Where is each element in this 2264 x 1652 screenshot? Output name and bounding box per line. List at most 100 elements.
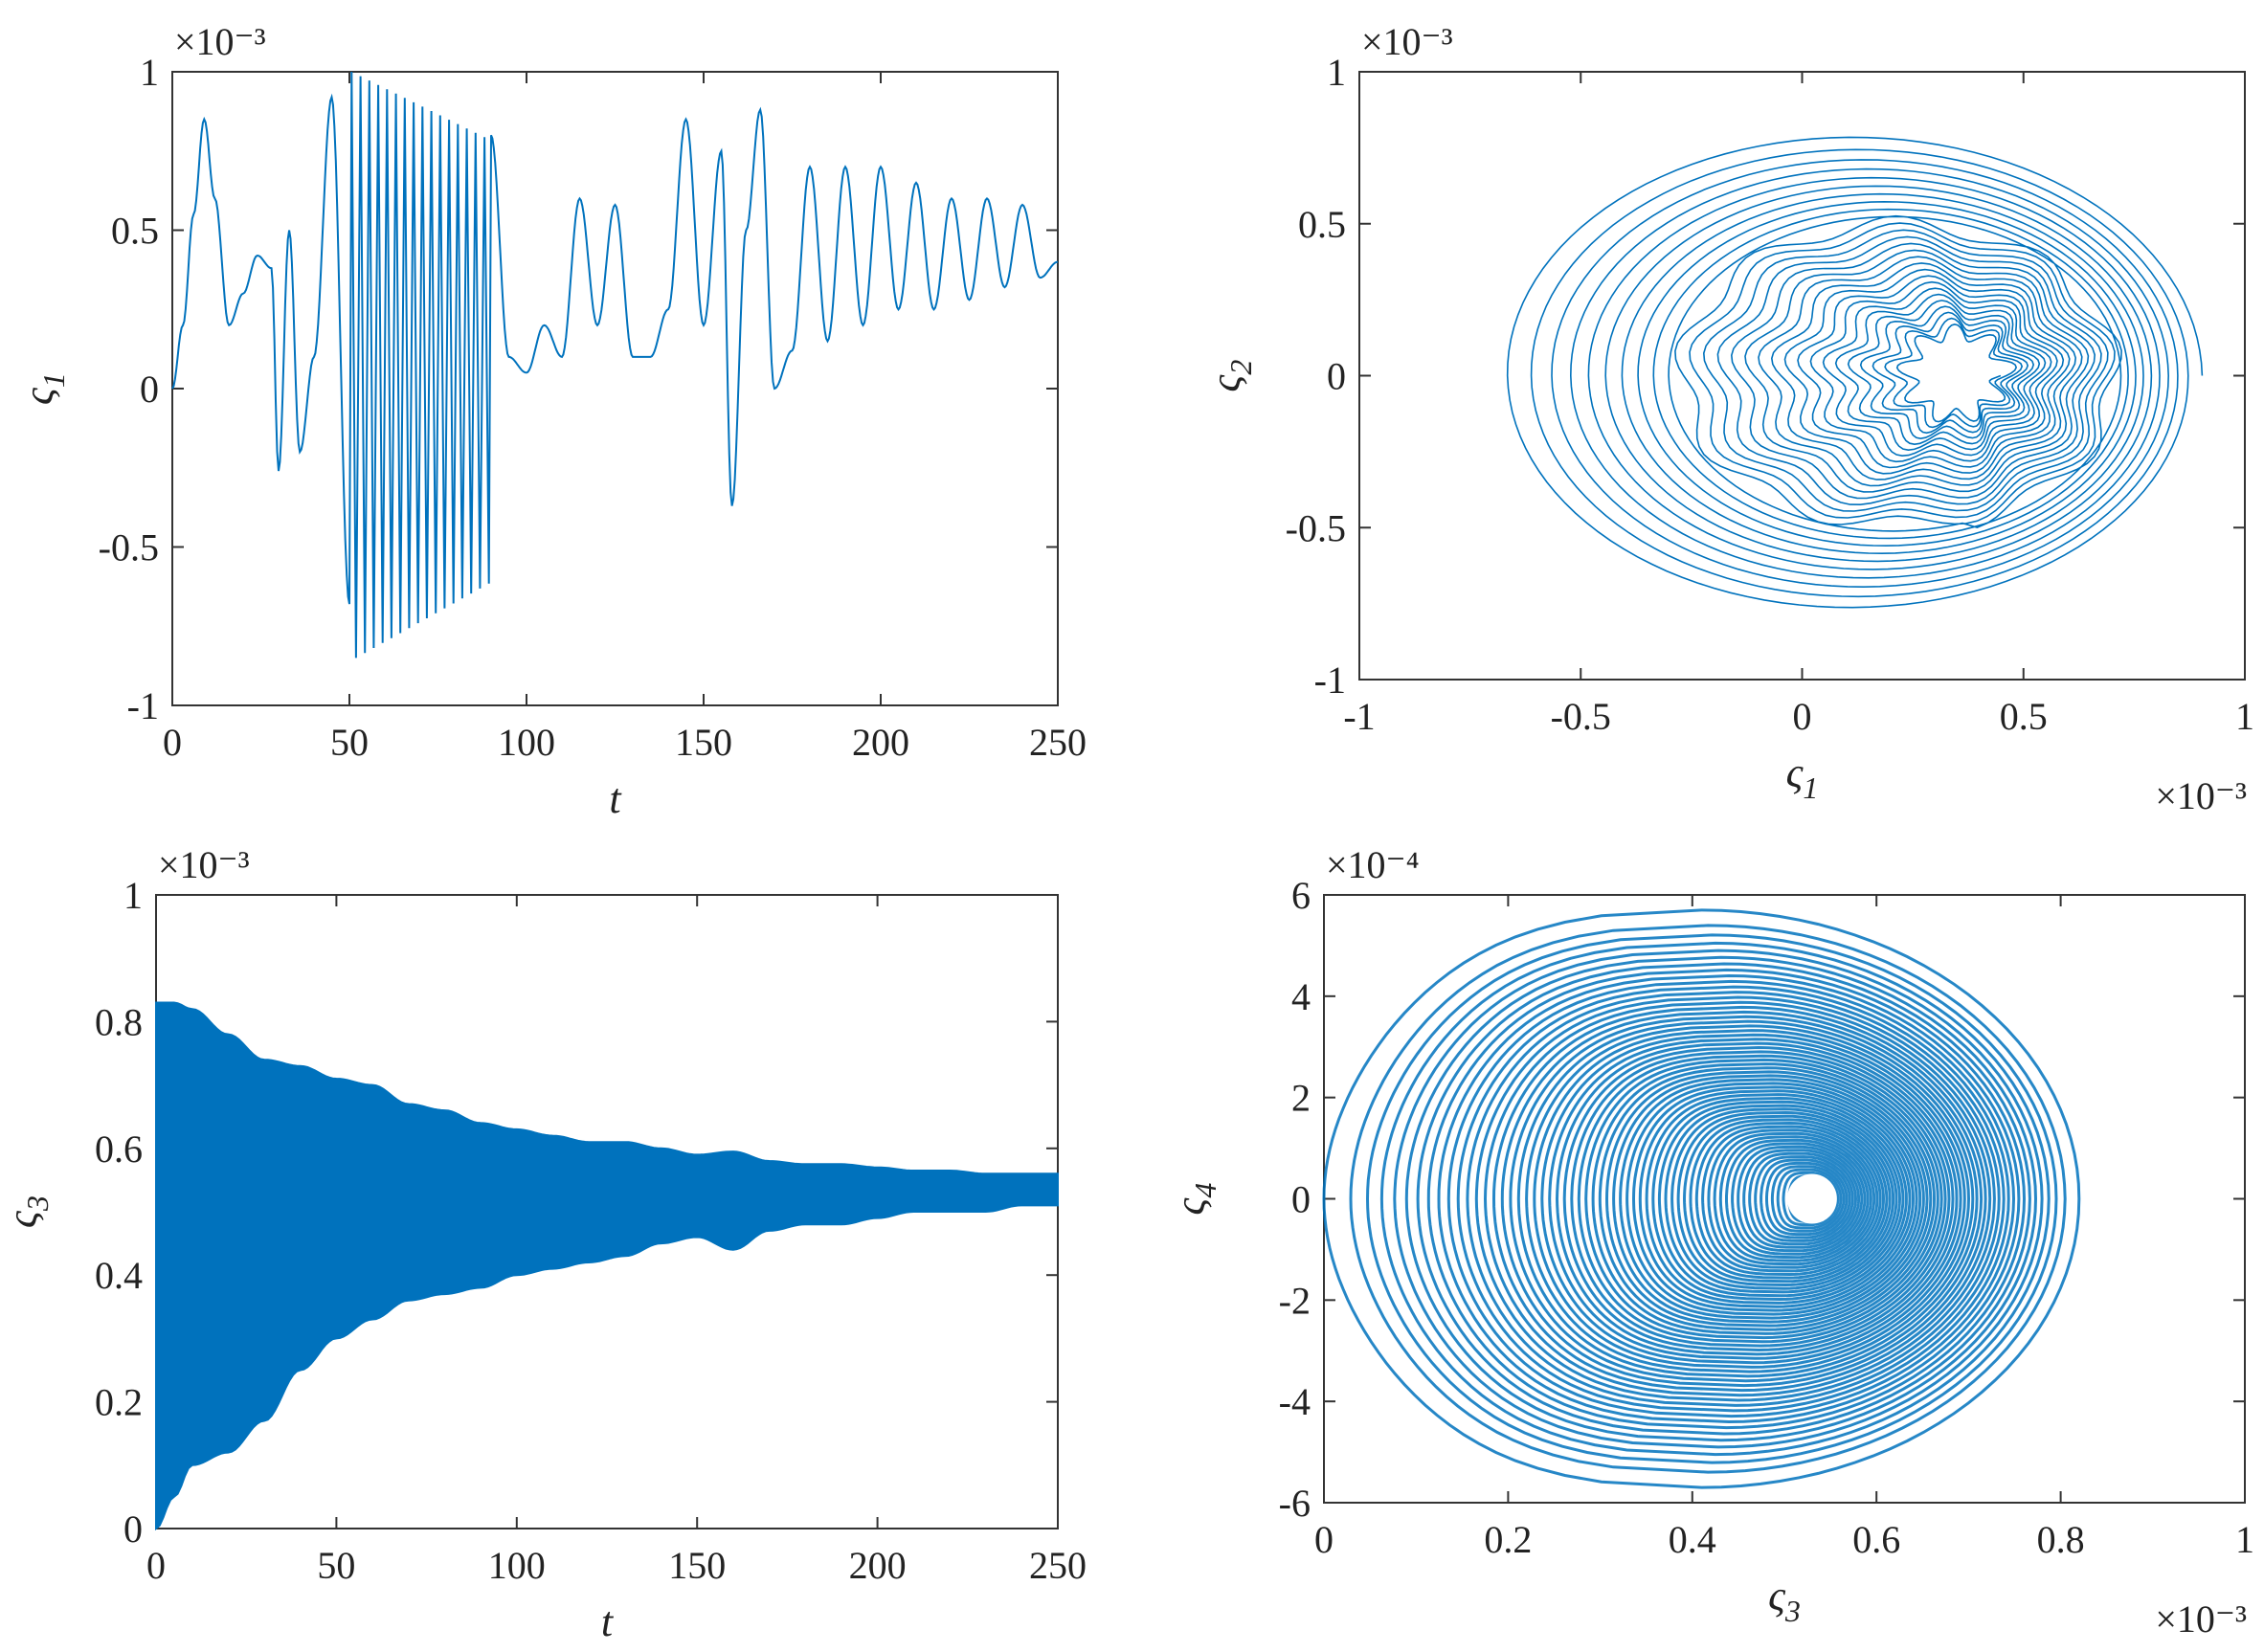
phase-trajectory-loop — [1456, 985, 2010, 1413]
y-tick-label: 0.8 — [95, 1000, 143, 1043]
phase-trajectory-loop — [1765, 1161, 1849, 1237]
phase-trajectory-loop — [1570, 1050, 1951, 1348]
y-multiplier: ×10⁻³ — [158, 843, 250, 886]
phase-trajectory-loop — [1760, 1158, 1851, 1239]
x-tick-label: 50 — [317, 1544, 355, 1587]
phase-trajectory-loop — [1540, 1033, 1966, 1365]
phase-trajectory-loop — [1670, 1107, 1898, 1290]
x-tick-label: 50 — [330, 721, 369, 764]
phase-trajectory-loop — [1509, 1015, 1984, 1383]
series-area-s3 — [155, 1001, 1059, 1531]
phase-trajectory-loop — [1725, 1138, 1870, 1260]
y-tick-label: 4 — [1291, 975, 1311, 1018]
center-hole — [1786, 1173, 1837, 1224]
x-tick-label: 0.4 — [1669, 1518, 1716, 1561]
phase-trajectory-loop — [1604, 1070, 1933, 1328]
phase-trajectory-loop — [1393, 949, 2044, 1449]
phase-trajectory-loop — [1748, 1151, 1858, 1246]
x-tick-label: 0.8 — [2037, 1518, 2085, 1561]
y-tick-label: 0.5 — [111, 210, 159, 253]
phase-trajectory-loop — [1598, 1066, 1937, 1331]
phase-trajectory-loop — [1619, 1078, 1925, 1320]
phase-trajectory-loop — [1584, 1058, 1943, 1340]
phase-trajectory-loop — [1555, 1041, 1959, 1356]
y-tick-label: 6 — [1291, 874, 1311, 917]
panel-ts3: 0 50 100 150 200 250 0 0.2 0.4 0.6 0.8 1 ×10⁻³ t ς3 — [0, 843, 1087, 1645]
x-tick-label: 0 — [1314, 1518, 1334, 1561]
x-axis-label-sub: 3 — [1784, 1594, 1801, 1628]
phase-trajectory-loop — [1525, 1024, 1975, 1373]
y-axis-label: ς1 — [15, 372, 71, 405]
phase-trajectory-loop — [1645, 1093, 1912, 1305]
x-tick-label: -1 — [1343, 695, 1375, 738]
phase-trajectory-loop — [1631, 1085, 1918, 1312]
x-axis-label-base: ς — [1768, 1573, 1786, 1619]
phase-trajectory-loop — [1731, 1142, 1867, 1256]
phase-trajectory-loop — [1625, 1082, 1922, 1316]
x-tick-label: 1 — [2235, 1518, 2254, 1561]
phase-trajectory-loop — [1404, 955, 2038, 1442]
phase-trajectory-loop — [1500, 1010, 1987, 1388]
phase-trajectory-loop — [1379, 941, 2051, 1457]
x-axis-label: t — [601, 1598, 615, 1645]
x-multiplier: ×10⁻³ — [2155, 1597, 2247, 1641]
phase-trajectory-loop — [1577, 1054, 1947, 1344]
x-tick-label: 250 — [1029, 721, 1087, 764]
x-tick-label: 100 — [488, 1544, 546, 1587]
plot-frame — [1358, 71, 2246, 681]
phase-trajectory-loop — [1754, 1155, 1854, 1242]
phase-trajectory-loop — [1437, 973, 2021, 1424]
phase-trajectory-loop — [1548, 1038, 1962, 1360]
phase-trajectory-s1-s2 — [1506, 136, 2204, 609]
phase-trajectory-loop — [1446, 979, 2016, 1418]
phase-trajectory-loop — [1491, 1005, 1992, 1393]
y-axis-label-sub: 3 — [20, 1195, 55, 1212]
phase-trajectory-loop — [1776, 1168, 1843, 1230]
y-axis-label-sub: 2 — [1223, 360, 1258, 375]
phase-trajectory-loop — [1676, 1110, 1895, 1287]
y-tick-label: -4 — [1279, 1380, 1311, 1423]
x-axis-label: ς3 — [1768, 1573, 1801, 1628]
y-tick-label: 0.6 — [95, 1127, 143, 1171]
phase-trajectory-loop — [1516, 1019, 1979, 1378]
x-axis-label: t — [609, 775, 622, 822]
y-tick-label: -0.5 — [99, 526, 159, 569]
x-tick-label: 100 — [498, 721, 555, 764]
y-tick-label: 1 — [140, 51, 159, 94]
x-tick-label: 0.5 — [2000, 695, 2048, 738]
phase-trajectory-loop — [1416, 962, 2031, 1436]
y-tick-label: 1 — [1327, 51, 1346, 94]
y-axis-label-base: ς — [0, 1210, 46, 1228]
y-tick-label: 0 — [1327, 355, 1346, 398]
phase-trajectory-loop — [1483, 1000, 1996, 1397]
y-tick-label: 0.5 — [1298, 203, 1346, 246]
phase-trajectory-loop — [1638, 1089, 1916, 1308]
x-tick-label: 150 — [675, 721, 732, 764]
x-tick-label: 0.2 — [1484, 1518, 1532, 1561]
phase-trajectory-loop — [1713, 1131, 1876, 1266]
phase-trajectory-loop — [1322, 908, 2081, 1489]
phase-trajectory-loop — [1689, 1118, 1889, 1280]
x-axis-label-sub: 1 — [1803, 770, 1818, 805]
x-tick-label: 0.6 — [1852, 1518, 1900, 1561]
phase-trajectory-loop — [1737, 1145, 1864, 1253]
series-line-s1 — [171, 71, 1059, 659]
y-multiplier: ×10⁻⁴ — [1326, 843, 1420, 886]
plot-frame — [171, 71, 1059, 706]
phase-trajectory-loop — [1612, 1074, 1929, 1324]
y-tick-label: -2 — [1279, 1279, 1311, 1322]
phase-trajectory-loop — [1694, 1121, 1886, 1277]
y-axis-label-sub: 1 — [36, 372, 71, 388]
phase-trajectory-loop — [1782, 1171, 1840, 1227]
phase-trajectory-loop — [1651, 1096, 1908, 1302]
phase-trajectory-loop — [1770, 1165, 1846, 1233]
y-axis-label: ς2 — [1202, 360, 1258, 392]
x-axis-label-base: t — [601, 1598, 615, 1645]
y-tick-label: 0 — [1291, 1178, 1311, 1221]
phase-trajectory-loop — [1466, 991, 2006, 1407]
y-axis-label-base: ς — [15, 387, 62, 405]
phase-trajectory-loop — [1562, 1045, 1955, 1352]
y-tick-label: 0 — [123, 1507, 143, 1551]
phase-trajectory-loop — [1657, 1100, 1905, 1298]
